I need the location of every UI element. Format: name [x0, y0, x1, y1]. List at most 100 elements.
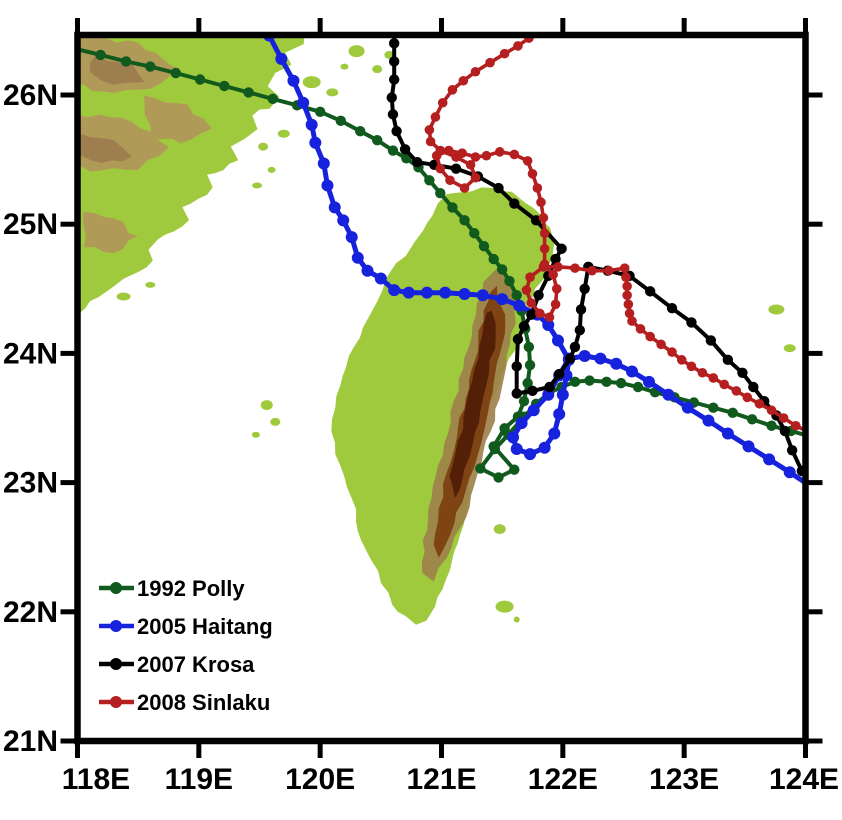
x-axis-label-124: 124E — [769, 763, 839, 796]
track-point-krosa — [450, 163, 462, 174]
track-point-haitang — [515, 417, 528, 430]
island — [513, 616, 520, 623]
track-point-haitang — [309, 136, 322, 149]
island — [340, 63, 349, 70]
track-point-haitang — [402, 286, 415, 299]
track-point-sinlaku — [435, 145, 446, 156]
track-point-haitang — [513, 299, 526, 312]
track-point-krosa — [686, 317, 697, 328]
track-point-krosa — [412, 156, 423, 168]
track-point-polly — [766, 420, 777, 431]
track-point-polly — [478, 240, 490, 252]
track-point-krosa — [511, 361, 522, 372]
island — [277, 129, 290, 138]
track-point-polly — [518, 396, 530, 407]
track-point-haitang — [742, 440, 755, 453]
track-point-sinlaku — [459, 183, 470, 193]
track-point-krosa — [553, 368, 565, 380]
track-point-sinlaku — [778, 413, 789, 423]
track-point-polly — [145, 61, 156, 72]
track-point-sinlaku — [624, 308, 635, 319]
track-point-sinlaku — [447, 85, 458, 95]
track-point-sinlaku — [525, 272, 535, 282]
track-point-haitang — [305, 118, 318, 131]
x-axis-label-118: 118E — [62, 763, 130, 796]
track-point-krosa — [388, 38, 400, 49]
track-point-polly — [488, 441, 499, 452]
track-point-krosa — [391, 125, 402, 137]
x-axis-label-122: 122E — [528, 763, 598, 796]
track-point-polly — [243, 87, 254, 98]
track-point-sinlaku — [521, 285, 532, 295]
track-point-polly — [435, 187, 446, 199]
track-point-sinlaku — [538, 212, 549, 223]
china-hills-dark-terrain — [77, 132, 133, 163]
island — [302, 76, 321, 89]
legend-item-polly: 1992 Polly — [99, 576, 245, 601]
island — [348, 45, 365, 58]
track-point-sinlaku — [623, 299, 634, 310]
track-point-haitang — [321, 179, 334, 192]
track-point-polly — [387, 145, 399, 156]
track-point-sinlaku — [509, 149, 520, 160]
track-point-sinlaku — [645, 331, 655, 342]
island — [326, 88, 339, 97]
legend-swatch-dot-polly — [110, 582, 122, 594]
track-point-sinlaku — [731, 386, 742, 396]
legend: 1992 Polly 2005 Haitang 2007 Krosa 2008 Sin… — [99, 576, 273, 715]
track-point-krosa — [574, 324, 586, 336]
legend-item-haitang: 2005 Haitang — [99, 614, 273, 639]
track-point-haitang — [287, 74, 300, 87]
track-point-haitang — [763, 453, 776, 466]
track-point-sinlaku — [536, 197, 546, 208]
track-point-sinlaku — [513, 41, 523, 51]
track-point-sinlaku — [548, 269, 558, 280]
track-point-sinlaku — [604, 265, 614, 276]
track-point-sinlaku — [742, 392, 753, 403]
track-point-polly — [371, 135, 383, 146]
track-point-sinlaku — [754, 398, 765, 409]
x-axis-label-121: 121E — [406, 763, 476, 796]
track-point-polly — [615, 377, 627, 389]
legend-item-krosa: 2007 Krosa — [99, 652, 255, 677]
track-point-krosa — [644, 286, 656, 297]
island — [116, 292, 131, 301]
track-point-krosa — [786, 445, 798, 456]
island — [260, 400, 273, 411]
plot-frame — [74, 31, 809, 745]
island — [258, 142, 269, 151]
track-point-krosa — [386, 92, 397, 103]
legend-label-krosa: 2007 Krosa — [137, 652, 255, 677]
track-point-sinlaku — [437, 97, 448, 108]
track-point-sinlaku — [790, 420, 801, 431]
track-point-sinlaku — [465, 159, 476, 170]
track-point-haitang — [702, 414, 715, 427]
track-point-polly — [569, 376, 581, 388]
track-point-sinlaku — [551, 284, 562, 294]
track-point-haitang — [496, 293, 509, 306]
track-point-sinlaku — [587, 265, 597, 276]
track-sinlaku — [424, 35, 806, 436]
track-point-haitang — [524, 448, 537, 461]
track-point-haitang — [351, 251, 364, 264]
track-point-polly — [194, 74, 206, 85]
plot-area — [77, 35, 806, 625]
track-point-krosa — [533, 290, 544, 301]
track-point-sinlaku — [430, 112, 441, 122]
track-point-polly — [524, 359, 536, 371]
track-point-haitang — [439, 286, 452, 299]
track-point-krosa — [387, 109, 399, 120]
track-point-haitang — [642, 375, 655, 388]
track-point-sinlaku — [522, 156, 533, 166]
track-point-polly — [219, 80, 230, 92]
track-point-krosa — [722, 354, 734, 366]
island — [783, 344, 796, 353]
track-point-sinlaku — [619, 263, 630, 273]
track-point-polly — [509, 464, 520, 475]
track-point-sinlaku — [719, 379, 730, 390]
island — [495, 600, 514, 613]
track-point-sinlaku — [656, 339, 666, 350]
track-point-polly — [314, 106, 326, 117]
track-point-haitang — [553, 408, 566, 421]
track-point-sinlaku — [622, 290, 632, 301]
